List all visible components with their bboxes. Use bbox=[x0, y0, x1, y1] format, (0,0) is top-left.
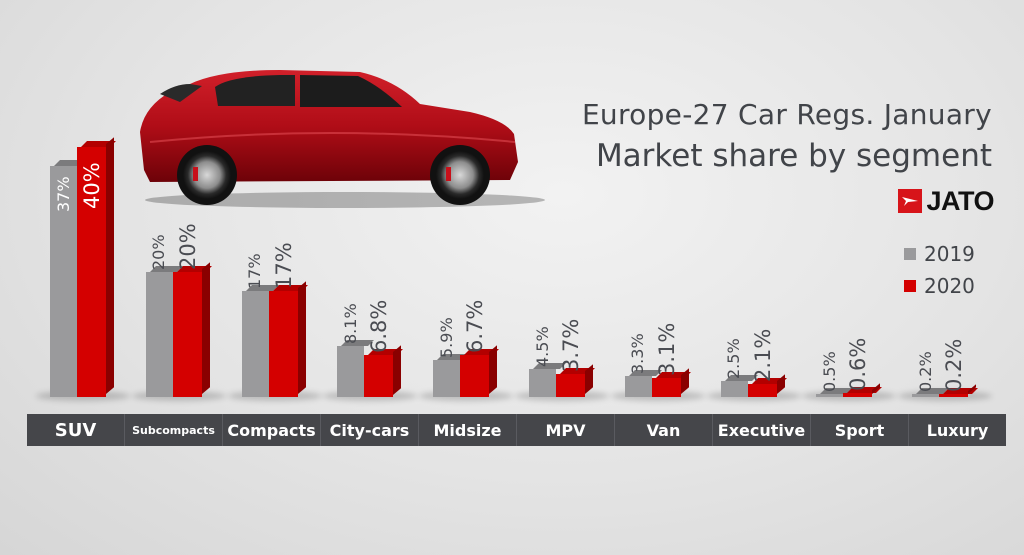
value-label-2020-luxury: 0.2% bbox=[942, 338, 967, 392]
value-label-2020-compacts: 17% bbox=[271, 242, 296, 289]
bar-2019-luxury bbox=[912, 388, 950, 397]
bar-2019-van bbox=[624, 370, 662, 397]
value-label-2020-suv: 40% bbox=[80, 162, 104, 209]
bar-chart: 37% 40% 20% 20% 17% 17% 8.1% 6.8% 5.9% 6.7% 4.5% 3.… bbox=[36, 137, 993, 401]
category-sport: Sport bbox=[811, 414, 909, 446]
legend-item-2020: 2020 bbox=[904, 270, 975, 302]
red-suv-image bbox=[140, 70, 545, 208]
bar-2020-compacts bbox=[268, 281, 308, 397]
bar-2019-sport bbox=[816, 387, 854, 397]
value-label-2019-compacts: 17% bbox=[245, 253, 265, 289]
bar-2020-subcompacts bbox=[172, 262, 212, 397]
bar-2019-suv bbox=[50, 159, 87, 397]
bar-2019-midsize bbox=[433, 354, 471, 397]
bar-2019-mpv bbox=[529, 362, 566, 397]
value-label-2020-mpv: 3.7% bbox=[559, 318, 583, 372]
value-label-2020-midsize: 6.7% bbox=[463, 299, 488, 354]
bar-2020-van bbox=[651, 367, 691, 397]
value-label-2019-mpv: 4.5% bbox=[532, 326, 552, 367]
value-label-2019-midsize: 5.9% bbox=[436, 317, 456, 359]
category-executive: Executive bbox=[713, 414, 811, 446]
legend-item-2019: 2019 bbox=[904, 238, 975, 270]
bar-2019-compacts bbox=[241, 284, 279, 397]
chart-title-line2: Market share by segment bbox=[595, 138, 992, 174]
value-label-2020-sport: 0.6% bbox=[846, 337, 871, 392]
value-label-2019-van: 3.3% bbox=[628, 333, 648, 375]
value-label-2019-executive: 2.5% bbox=[724, 338, 744, 380]
value-label-2019-suv: 37% bbox=[53, 176, 73, 212]
legend-label-2019: 2019 bbox=[924, 242, 975, 266]
category-suv: SUV bbox=[27, 414, 125, 446]
jato-arrow-icon bbox=[898, 189, 923, 213]
bar-2019-subcompacts bbox=[145, 266, 183, 397]
bar-2020-suv bbox=[77, 137, 116, 397]
category-axis: SUV Subcompacts Compacts City-cars Midsi… bbox=[27, 414, 1006, 446]
bar-2020-luxury bbox=[939, 384, 979, 397]
bar-2020-executive bbox=[747, 374, 787, 397]
category-city-cars: City-cars bbox=[321, 414, 419, 446]
bar-2020-city-cars bbox=[364, 344, 404, 397]
value-label-2020-executive: 2.1% bbox=[750, 328, 775, 382]
bar-2020-mpv bbox=[556, 364, 595, 397]
category-subcompacts: Subcompacts bbox=[125, 414, 223, 446]
value-label-2019-luxury: 0.2% bbox=[915, 351, 935, 392]
value-label-2020-city-cars: 6.8% bbox=[367, 299, 392, 353]
legend-swatch-2019 bbox=[904, 248, 916, 260]
bar-2020-midsize bbox=[460, 345, 500, 397]
jato-logo: JATO bbox=[898, 186, 994, 216]
category-van: Van bbox=[615, 414, 713, 446]
category-compacts: Compacts bbox=[223, 414, 321, 446]
legend: 2019 2020 bbox=[904, 238, 975, 302]
category-mpv: MPV bbox=[517, 414, 615, 446]
legend-swatch-2020 bbox=[904, 280, 916, 292]
bar-2019-city-cars bbox=[337, 340, 375, 397]
value-label-2019-sport: 0.5% bbox=[819, 351, 839, 392]
value-label-2019-subcompacts: 20% bbox=[149, 234, 169, 270]
category-midsize: Midsize bbox=[419, 414, 517, 446]
value-label-2020-subcompacts: 20% bbox=[175, 223, 200, 270]
chart-title-line1: Europe-27 Car Regs. January bbox=[581, 98, 992, 131]
jato-logo-text: JATO bbox=[926, 186, 994, 216]
bar-2019-executive bbox=[720, 375, 758, 397]
bar-2020-sport bbox=[843, 383, 883, 397]
category-luxury: Luxury bbox=[926, 420, 989, 440]
value-label-2019-city-cars: 8.1% bbox=[340, 303, 360, 345]
legend-label-2020: 2020 bbox=[924, 274, 975, 298]
value-label-2020-van: 3.1% bbox=[654, 322, 679, 376]
